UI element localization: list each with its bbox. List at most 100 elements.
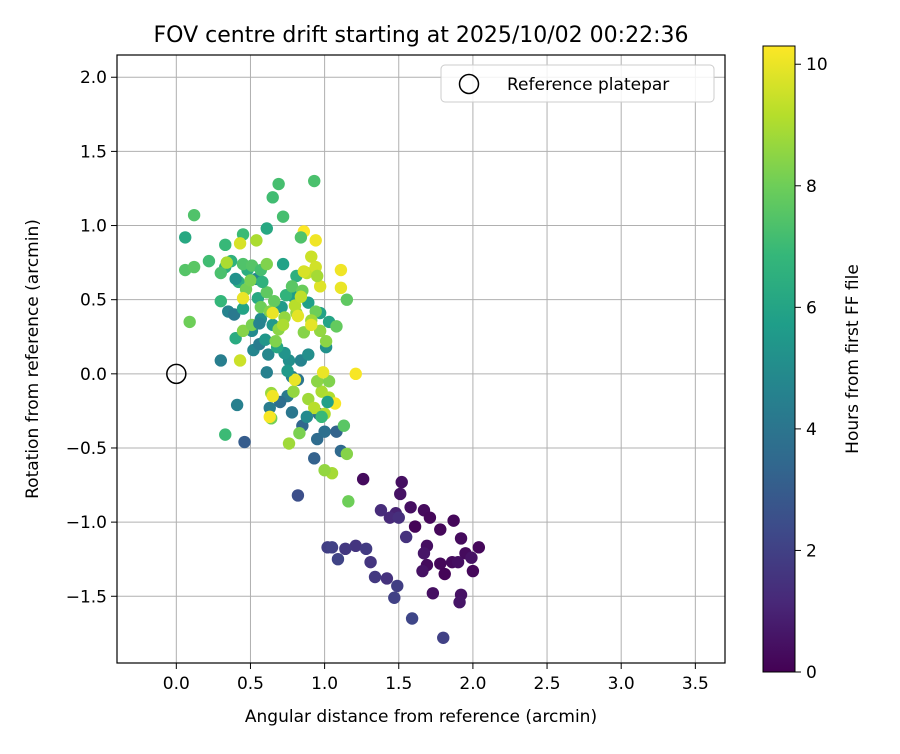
data-point: [267, 294, 281, 308]
y-tick-label: 1.5: [80, 142, 107, 162]
colorbar-tick-label: 6: [806, 298, 817, 318]
data-point: [282, 437, 296, 450]
reference-layer: [166, 363, 187, 385]
data-point: [408, 520, 422, 533]
data-point: [187, 260, 201, 274]
x-tick-label: 3.0: [608, 674, 635, 694]
colorbar-tick-label: 10: [806, 55, 828, 75]
data-point: [330, 320, 343, 333]
data-point: [266, 306, 279, 320]
y-tick-label: −0.5: [66, 439, 107, 459]
data-point: [340, 447, 354, 461]
data-point: [337, 419, 351, 432]
data-point: [309, 234, 322, 247]
data-point: [291, 309, 305, 323]
colorbar-tick-label: 2: [806, 541, 817, 561]
data-point: [276, 318, 290, 332]
data-point: [466, 564, 480, 578]
data-point: [233, 354, 247, 367]
data-point: [202, 254, 216, 268]
data-point: [214, 354, 228, 367]
colorbar-ticks: 0 2 4 6 8 10: [795, 55, 828, 683]
data-point: [269, 335, 282, 348]
colorbar-label: Hours from first FF file: [843, 264, 863, 454]
data-point: [438, 567, 451, 581]
data-point: [229, 272, 242, 286]
data-point: [359, 542, 373, 556]
data-point: [434, 557, 447, 570]
data-point: [368, 570, 382, 584]
data-point: [340, 293, 354, 306]
data-points: [179, 174, 486, 644]
legend-label-reference: Reference platepar: [507, 75, 669, 95]
y-tick-label: 0.0: [80, 365, 107, 385]
data-point: [392, 511, 405, 524]
data-point: [179, 231, 192, 244]
data-point: [285, 406, 299, 419]
data-point: [391, 579, 404, 593]
data-point: [236, 324, 250, 338]
data-point: [256, 275, 269, 289]
colorbar-tick-label: 8: [806, 177, 817, 197]
data-point: [276, 257, 290, 271]
data-point: [308, 452, 321, 465]
grid: [117, 55, 725, 663]
data-point: [183, 315, 196, 329]
x-tick-label: 3.5: [682, 674, 709, 694]
data-point: [253, 317, 266, 330]
data-point: [230, 398, 244, 412]
data-point: [293, 426, 306, 440]
data-point: [316, 366, 330, 379]
data-point: [287, 385, 300, 398]
data-point: [276, 210, 290, 223]
data-point: [331, 552, 345, 566]
x-tick-label: 0.0: [163, 674, 190, 694]
data-point: [310, 269, 324, 283]
data-point: [465, 551, 478, 564]
data-point: [315, 410, 328, 424]
data-point: [236, 302, 250, 315]
data-point: [417, 547, 431, 560]
data-point: [297, 265, 311, 278]
data-point: [279, 289, 293, 302]
data-point: [451, 555, 465, 569]
data-point: [260, 366, 273, 379]
data-point: [380, 572, 394, 585]
data-point: [447, 514, 460, 527]
data-point: [313, 324, 327, 338]
data-point: [266, 191, 279, 204]
data-point: [260, 222, 273, 235]
y-axis-label: Rotation from reference (arcmin): [23, 219, 43, 499]
data-point: [342, 495, 355, 508]
data-point: [305, 250, 318, 263]
x-tick-label: 2.5: [534, 674, 561, 694]
data-point: [423, 511, 437, 524]
data-point: [356, 472, 370, 486]
data-point: [388, 591, 401, 604]
data-point: [399, 530, 413, 544]
y-tick-label: 2.0: [80, 68, 107, 88]
data-point: [291, 489, 305, 502]
data-point: [219, 238, 232, 252]
data-point: [294, 231, 308, 244]
x-tick-label: 1.5: [385, 674, 412, 694]
data-point: [339, 542, 352, 556]
colorbar: [762, 45, 796, 673]
data-point: [214, 266, 228, 280]
data-point: [263, 401, 276, 415]
data-point: [281, 364, 294, 378]
chart-title: FOV centre drift starting at 2025/10/02 …: [154, 23, 689, 48]
data-point: [395, 475, 408, 489]
data-point: [300, 410, 314, 424]
x-tick-label: 0.5: [237, 674, 264, 694]
data-point: [187, 208, 201, 222]
data-point: [334, 281, 348, 295]
data-point: [349, 367, 362, 381]
x-tick-label: 2.0: [459, 674, 486, 694]
data-point: [244, 274, 257, 287]
data-point: [426, 587, 440, 600]
data-point: [262, 348, 275, 361]
data-point: [334, 263, 348, 277]
